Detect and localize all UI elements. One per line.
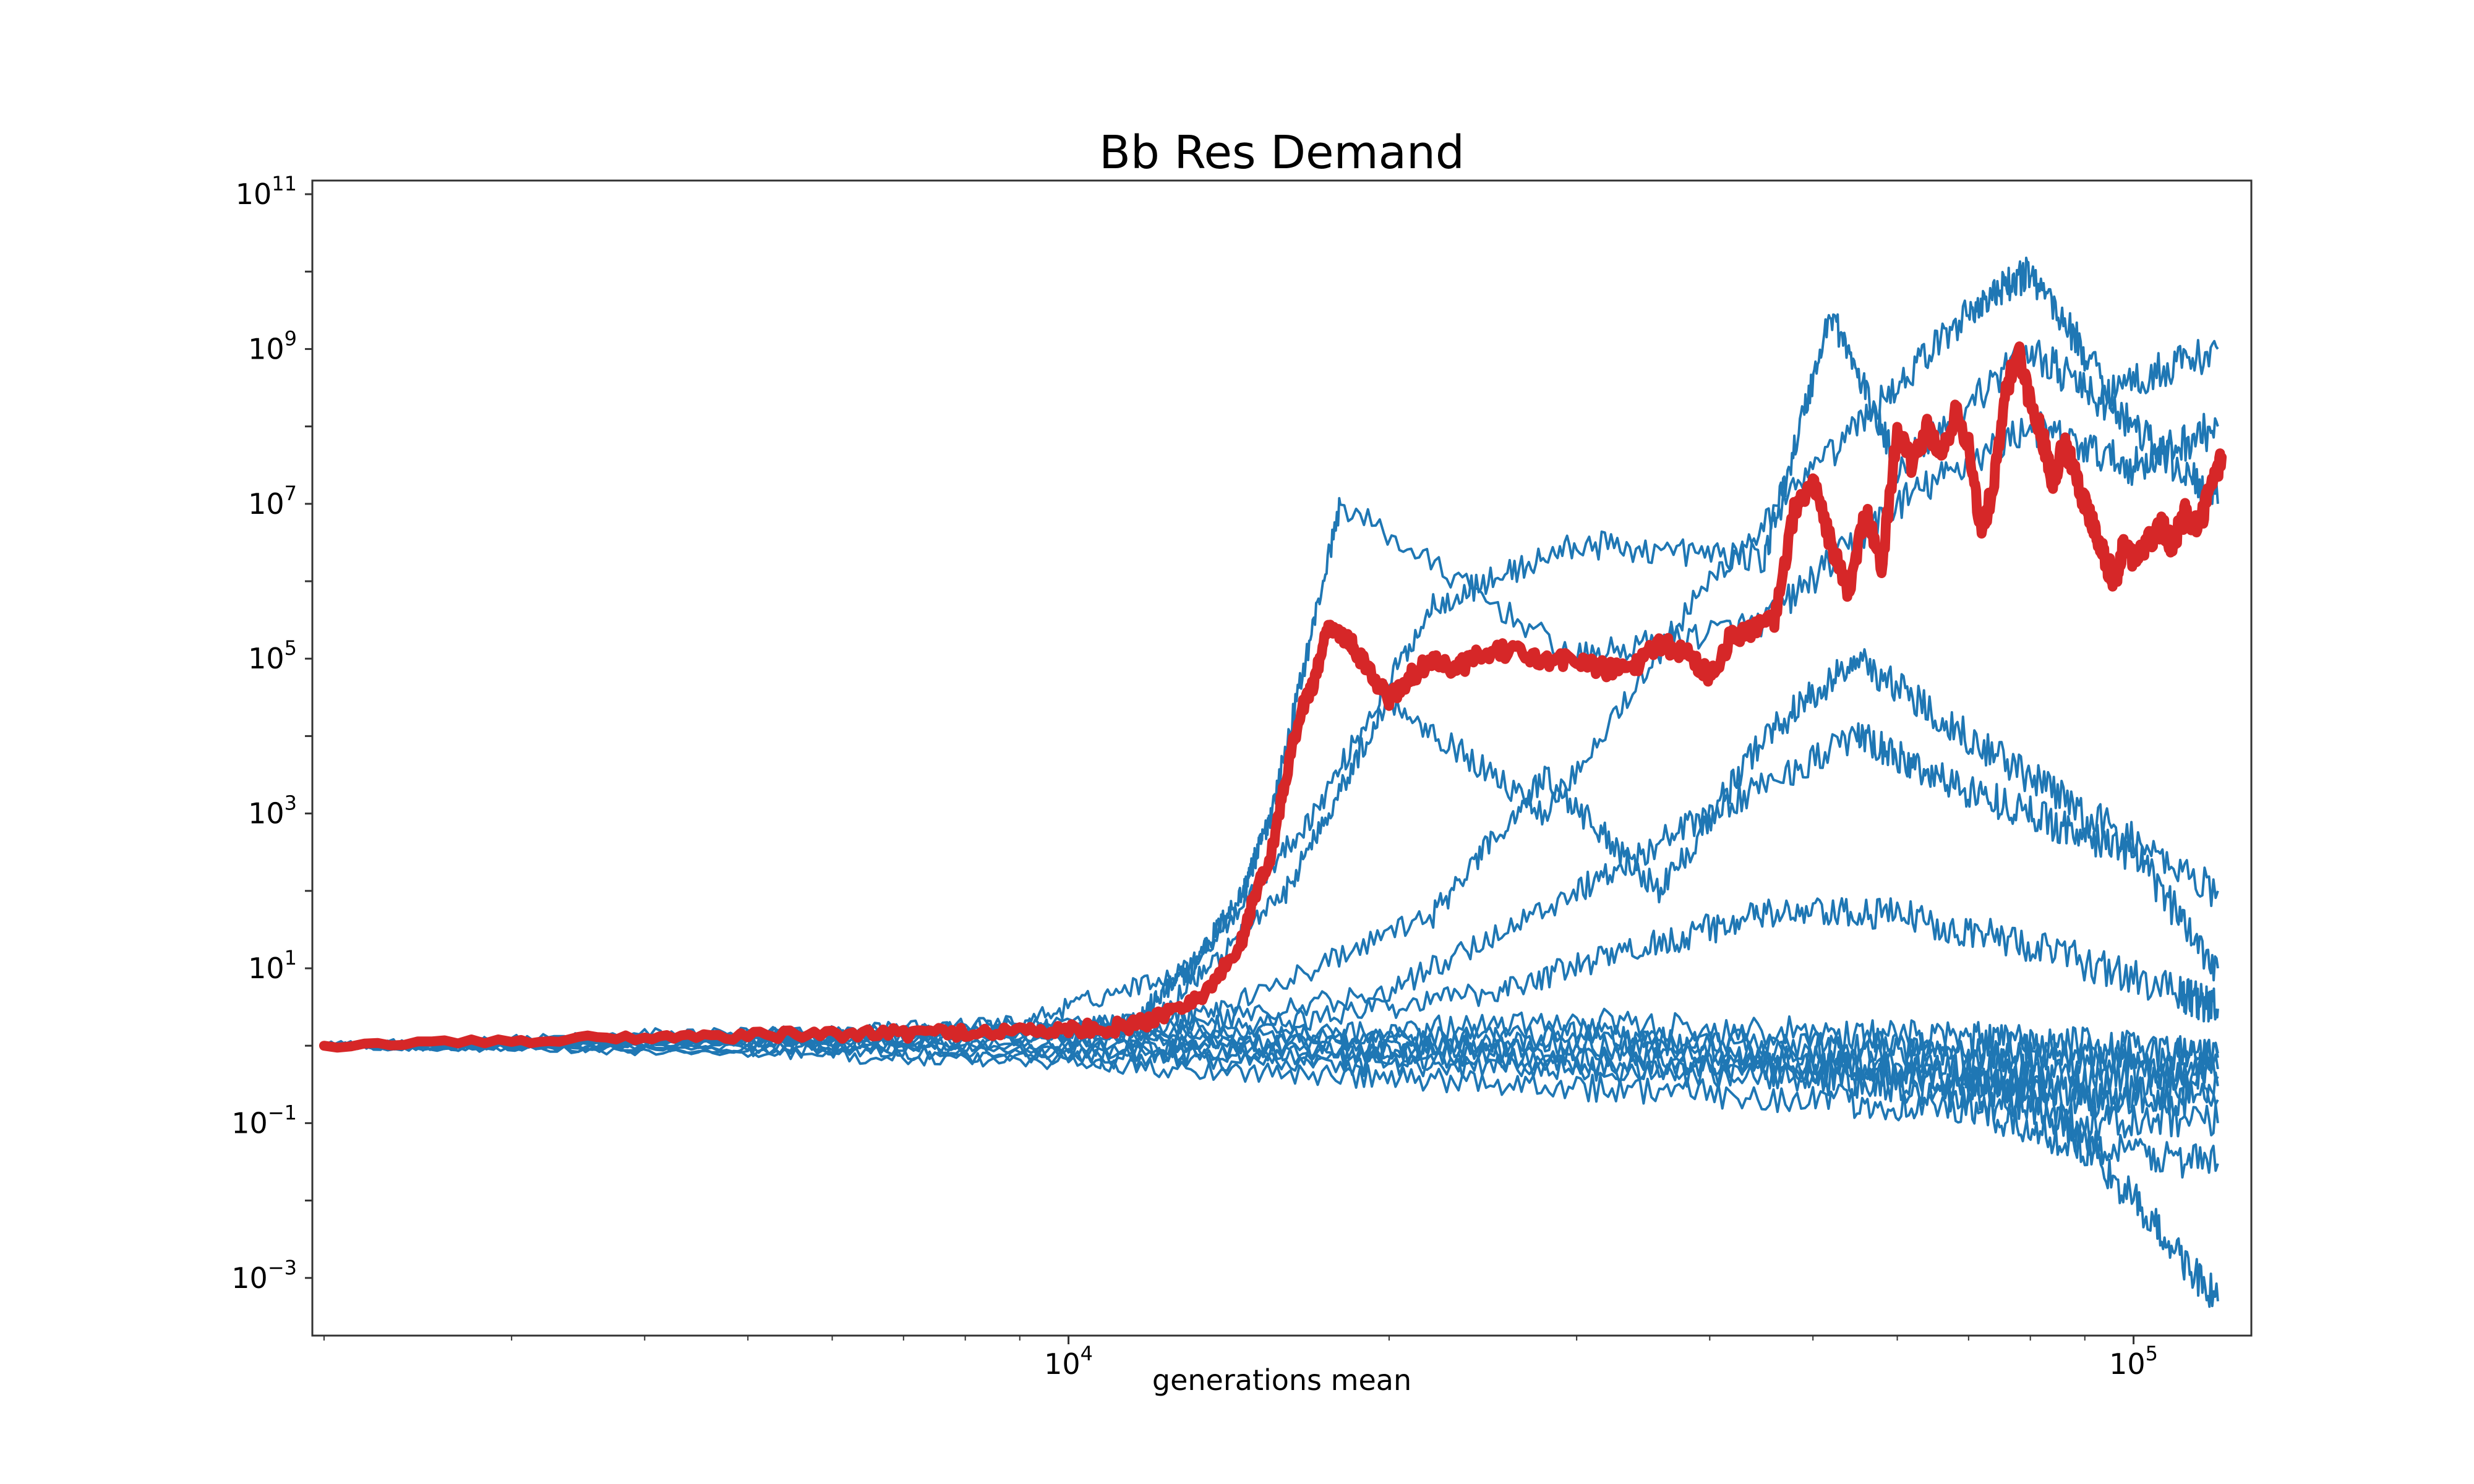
series-layer <box>323 257 2219 1308</box>
x-axis: 104 105 <box>323 1336 2158 1381</box>
y-tick-label: 10−3 <box>231 1256 297 1295</box>
x-tick-label: 104 <box>1044 1342 1093 1381</box>
y-tick-label: 107 <box>248 482 297 521</box>
series-line-1 <box>323 411 2219 1051</box>
x-tick-label: 105 <box>2109 1342 2158 1381</box>
plot-frame <box>311 179 2253 1337</box>
y-tick-label: 109 <box>248 326 297 365</box>
y-tick-label: 10−1 <box>231 1101 297 1140</box>
series-line-15 <box>323 1030 2219 1090</box>
y-tick-label: 103 <box>248 791 297 830</box>
highlight-series-line <box>319 341 2227 1053</box>
y-tick-label: 1011 <box>236 172 297 211</box>
series-line-13 <box>323 1007 2219 1069</box>
plot-area <box>311 179 2253 1337</box>
y-tick-label: 101 <box>248 946 297 985</box>
series-line-5 <box>323 722 2219 1051</box>
highlight-layer <box>319 341 2227 1053</box>
y-axis: 10−3 10−1 101 103 105 107 109 1011 <box>231 172 312 1295</box>
y-tick-label: 105 <box>248 636 297 675</box>
series-line-8 <box>323 1041 2219 1179</box>
chart-title: Bb Res Demand <box>1099 126 1465 179</box>
series-line-4 <box>323 648 2219 1050</box>
x-axis-label: generations mean <box>1152 1363 1411 1397</box>
